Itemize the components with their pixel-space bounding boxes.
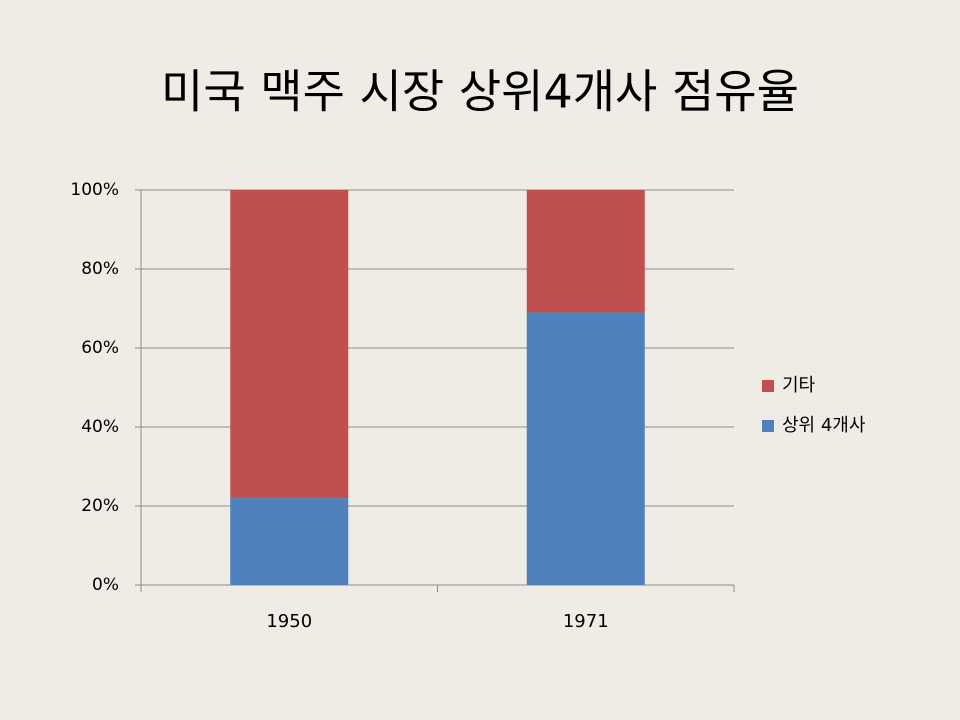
y-tick-label: 20% xyxy=(81,496,119,516)
y-tick-label: 60% xyxy=(81,338,119,358)
y-tick-label: 0% xyxy=(92,575,119,595)
x-tick-label: 1950 xyxy=(266,611,312,632)
x-tick-label: 1971 xyxy=(563,611,609,632)
y-tick-label: 80% xyxy=(81,259,119,279)
bar-segment xyxy=(230,190,349,499)
legend-label: 기타 xyxy=(782,375,816,396)
y-tick-label: 40% xyxy=(81,417,119,437)
legend-label: 상위 4개사 xyxy=(782,415,866,436)
bar-segment xyxy=(230,498,349,585)
bar-segment xyxy=(526,312,645,585)
bar-segment xyxy=(526,190,645,313)
chart-title: 미국 맥주 시장 상위4개사 점유율 xyxy=(161,65,799,119)
legend-swatch xyxy=(762,420,774,432)
y-tick-label: 100% xyxy=(70,180,119,200)
legend-swatch xyxy=(762,380,774,392)
